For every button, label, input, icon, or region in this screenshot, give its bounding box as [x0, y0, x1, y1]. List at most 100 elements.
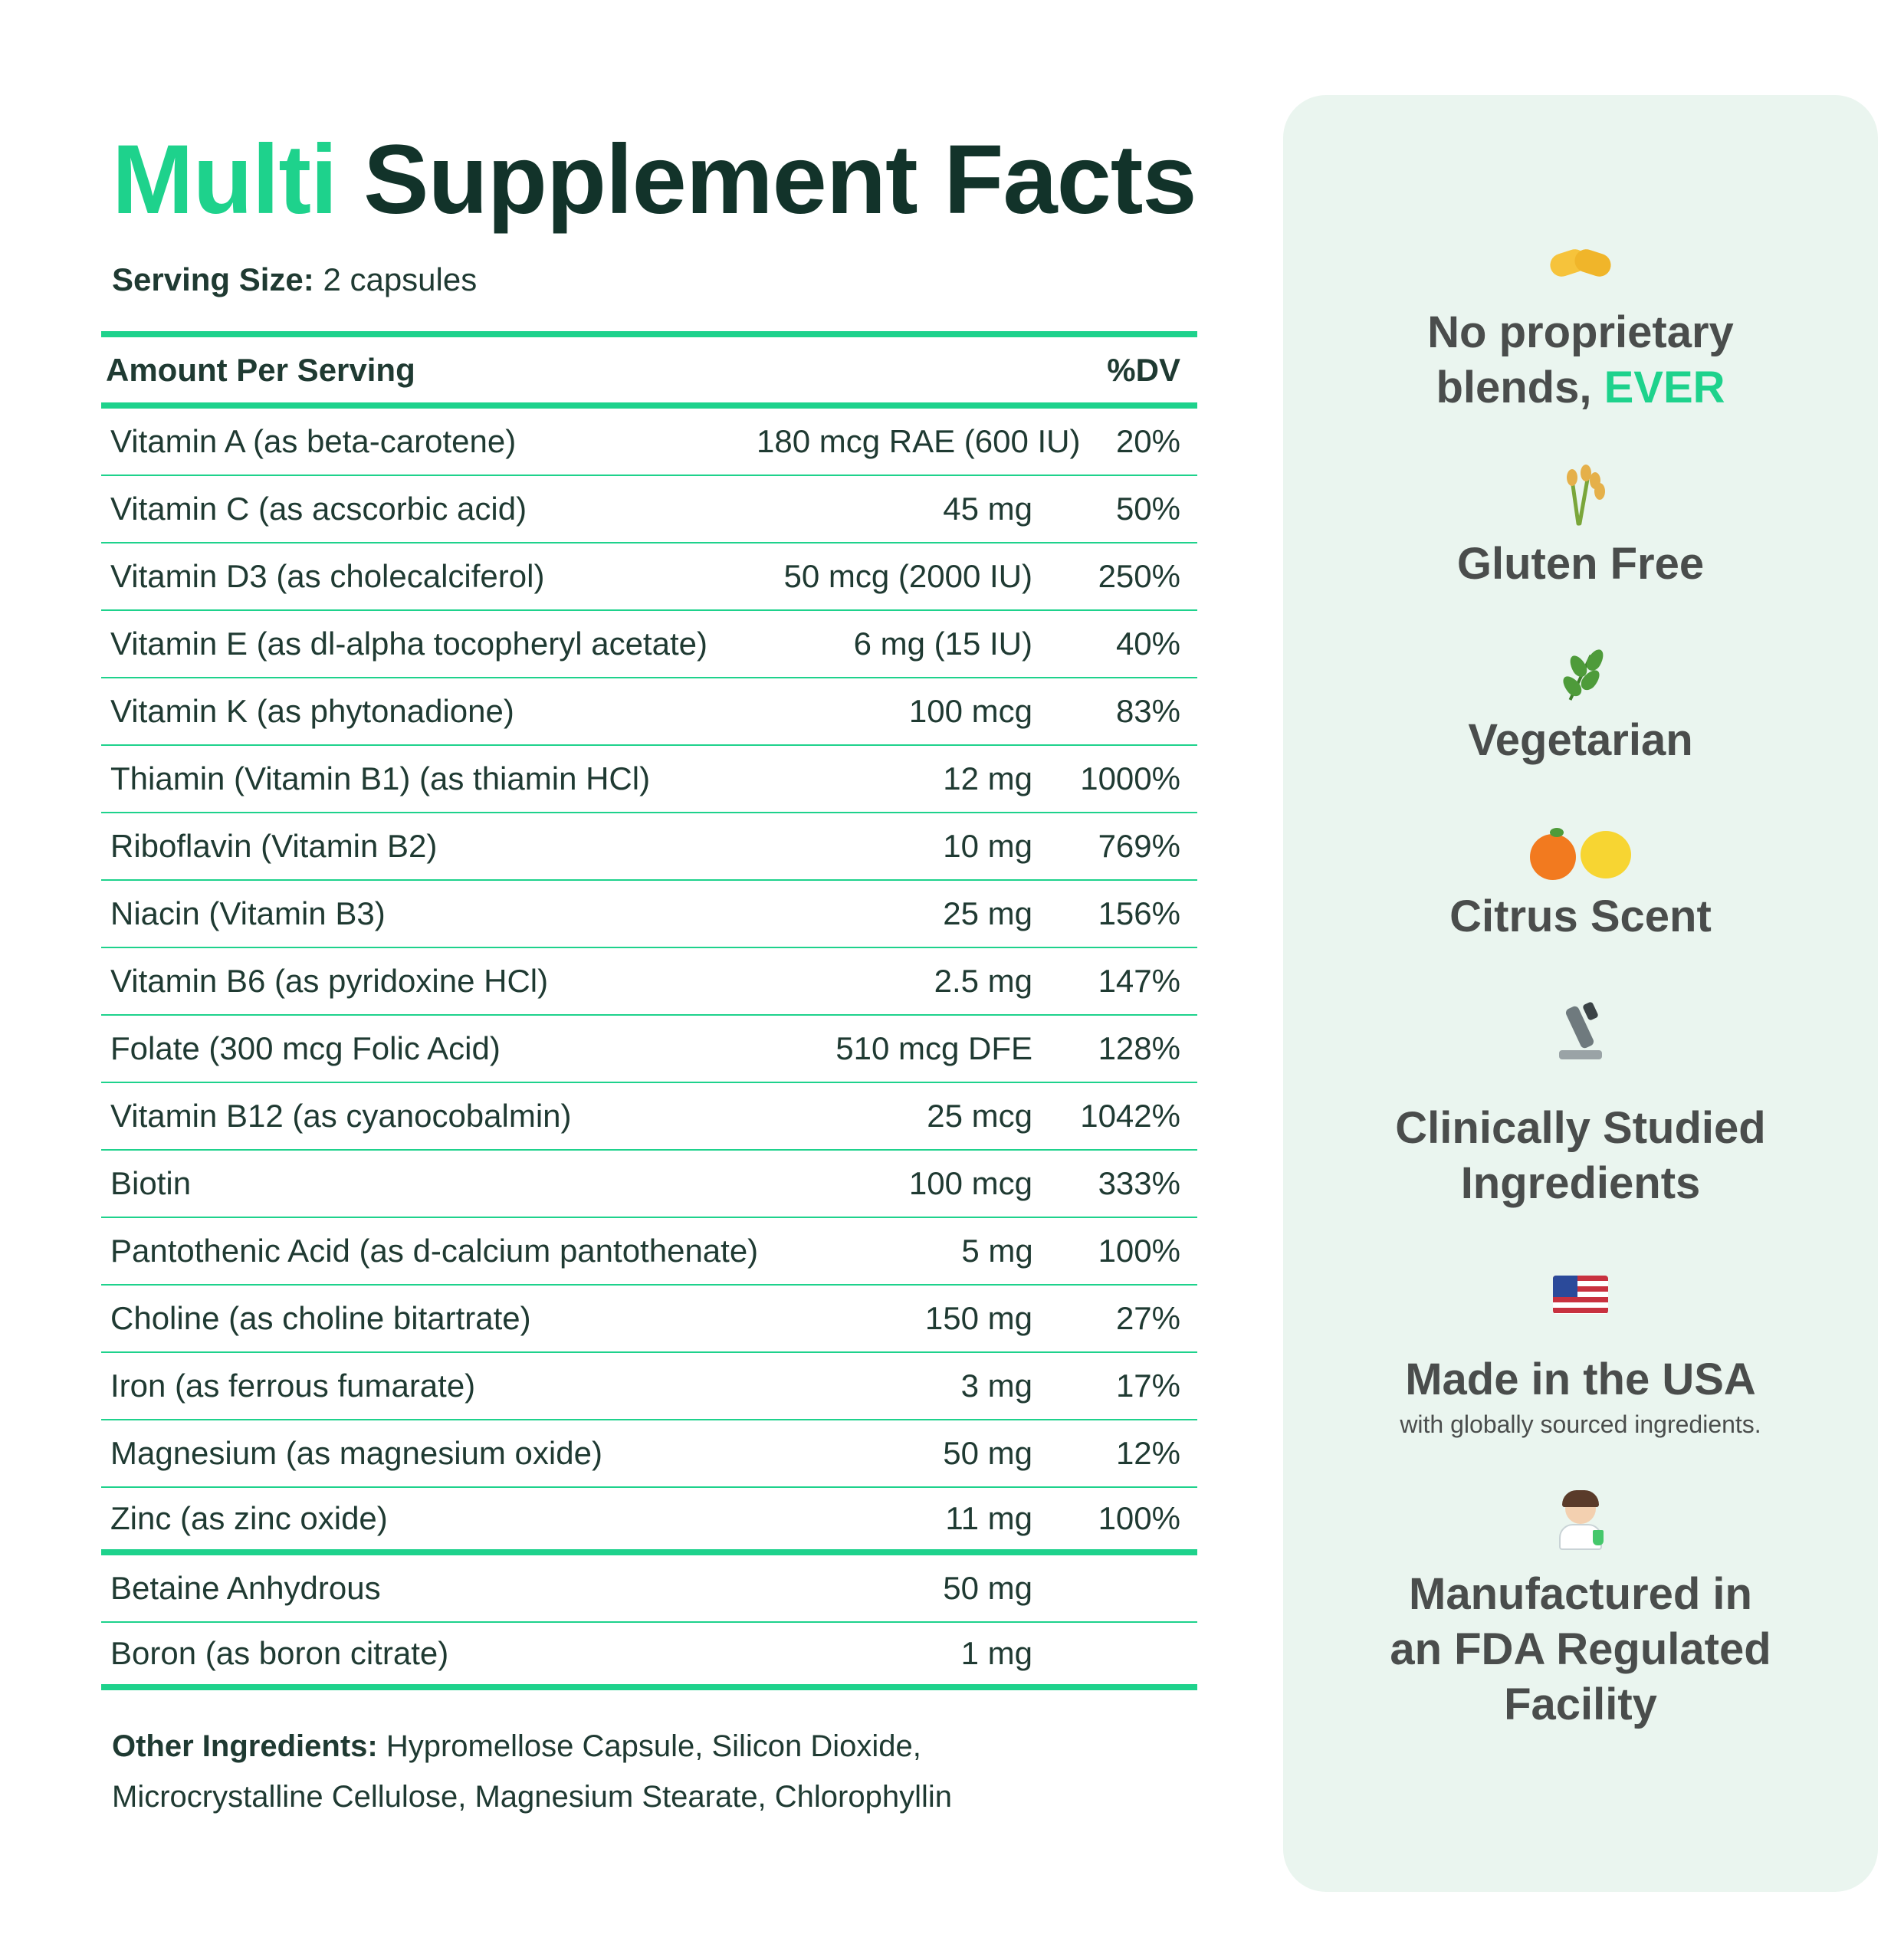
table-row: Betaine Anhydrous 50 mg [101, 1555, 1197, 1623]
page-title: Multi Supplement Facts [112, 123, 1197, 238]
row-amount: 25 mcg [927, 1098, 1032, 1134]
other-ingredients-label: Other Ingredients: [112, 1729, 378, 1763]
citrus-icon [1519, 823, 1642, 885]
table-row: Vitamin B6 (as pyridoxine HCl) 2.5 mg 147% [101, 948, 1197, 1016]
badge-citrus-scent: Citrus Scent [1283, 823, 1878, 944]
table-row: Thiamin (Vitamin B1) (as thiamin HCl) 12 … [101, 746, 1197, 813]
badge-proprietary-line1: No proprietary [1427, 307, 1734, 357]
badge-vegetarian: Vegetarian [1283, 644, 1878, 768]
row-amount: 25 mg [943, 895, 1032, 931]
badge-usa-sub: with globally sourced ingredients. [1400, 1410, 1761, 1438]
row-dv: 156% [1098, 895, 1180, 931]
header-amount-per-serving: Amount Per Serving [106, 351, 415, 388]
facts-table: Amount Per Serving %DV Vitamin A (as bet… [101, 331, 1197, 1690]
badge-proprietary-line2: blends, EVER [1283, 360, 1878, 415]
row-name: Folate (300 mcg Folic Acid) [110, 1030, 501, 1066]
badge-proprietary-prefix: blends, [1436, 363, 1592, 412]
row-dv: 12% [1115, 1435, 1180, 1471]
row-amount: 12 mg [943, 760, 1032, 796]
badge-fda-line2: an FDA Regulated [1390, 1624, 1771, 1674]
row-dv: 50% [1115, 491, 1180, 527]
wheat-icon [1550, 465, 1611, 527]
badge-citrus-label: Citrus Scent [1449, 892, 1712, 941]
badge-no-proprietary-blends: No proprietary blends, EVER [1283, 241, 1878, 415]
badge-fda-regulated: Manufactured in an FDA Regulated Facilit… [1283, 1490, 1878, 1732]
row-name: Zinc (as zinc oxide) [110, 1500, 388, 1536]
badge-usa-label: Made in the USA [1405, 1355, 1756, 1404]
table-row: Niacin (Vitamin B3) 25 mg 156% [101, 881, 1197, 948]
herb-icon [1550, 644, 1611, 705]
row-name: Iron (as ferrous fumarate) [110, 1368, 476, 1404]
row-dv: 27% [1115, 1300, 1180, 1336]
badge-fda-line1: Manufactured in [1409, 1569, 1752, 1619]
row-dv: 1042% [1080, 1098, 1180, 1134]
table-row: Iron (as ferrous fumarate) 3 mg 17% [101, 1353, 1197, 1420]
row-amount: 2.5 mg [934, 963, 1032, 999]
table-row: Folate (300 mcg Folic Acid) 510 mcg DFE 12… [101, 1016, 1197, 1083]
table-row: Boron (as boron citrate) 1 mg [101, 1623, 1197, 1690]
row-name: Niacin (Vitamin B3) [110, 895, 386, 931]
row-amount: 10 mg [943, 828, 1032, 864]
row-name: Vitamin B12 (as cyanocobalmin) [110, 1098, 572, 1134]
row-amount: 11 mg [945, 1500, 1032, 1536]
row-amount: 50 mcg (2000 IU) [783, 558, 1032, 594]
table-row: Vitamin C (as acscorbic acid) 45 mg 50% [101, 476, 1197, 543]
badge-gluten-free: Gluten Free [1283, 465, 1878, 592]
row-name: Vitamin D3 (as cholecalciferol) [110, 558, 545, 594]
table-row: Biotin 100 mcg 333% [101, 1151, 1197, 1218]
row-dv: 1000% [1080, 760, 1180, 796]
row-name: Biotin [110, 1165, 192, 1201]
row-dv: 83% [1115, 693, 1180, 729]
table-header: Amount Per Serving %DV [101, 337, 1197, 409]
badge-clinical-line2: Ingredients [1460, 1158, 1701, 1208]
title-rest: Supplement Facts [363, 125, 1197, 235]
table-row: Magnesium (as magnesium oxide) 50 mg 12% [101, 1420, 1197, 1488]
table-row: Vitamin K (as phytonadione) 100 mcg 83% [101, 678, 1197, 746]
table-row: Vitamin A (as beta-carotene) 180 mcg RAE … [101, 409, 1197, 476]
row-dv: 17% [1115, 1368, 1180, 1404]
badge-clinical-line1: Clinically Studied [1395, 1103, 1766, 1153]
row-name: Pantothenic Acid (as d-calcium pantothen… [110, 1233, 759, 1269]
row-name: Vitamin A (as beta-carotene) [110, 423, 517, 459]
table-row: Riboflavin (Vitamin B2) 10 mg 769% [101, 813, 1197, 881]
features-panel: No proprietary blends, EVER Gluten Free … [1283, 95, 1878, 1892]
row-amount: 100 mcg [908, 693, 1032, 729]
row-amount: 180 mcg RAE (600 IU) [757, 423, 1081, 459]
table-row: Vitamin B12 (as cyanocobalmin) 25 mcg 1042… [101, 1083, 1197, 1151]
row-name: Choline (as choline bitartrate) [110, 1300, 531, 1336]
table-row: Pantothenic Acid (as d-calcium pantothen… [101, 1218, 1197, 1286]
serving-label: Serving Size: [112, 261, 314, 297]
title-accent: Multi [112, 125, 338, 235]
badge-vegetarian-label: Vegetarian [1468, 715, 1693, 765]
badge-clinically-studied: Clinically Studied Ingredients [1283, 1000, 1878, 1211]
badge-made-in-usa: Made in the USA with globally sourced in… [1283, 1268, 1878, 1441]
row-dv: 20% [1115, 423, 1180, 459]
row-amount: 3 mg [960, 1368, 1032, 1404]
badge-proprietary-accent: EVER [1604, 363, 1725, 412]
badge-fda-line3: Facility [1504, 1680, 1657, 1729]
serving-size: Serving Size: 2 capsules [112, 259, 1197, 300]
table-row: Vitamin D3 (as cholecalciferol) 50 mcg (2… [101, 543, 1197, 611]
row-name: Thiamin (Vitamin B1) (as thiamin HCl) [110, 760, 651, 796]
row-amount: 50 mg [943, 1570, 1032, 1606]
row-dv: 147% [1098, 963, 1180, 999]
row-dv: 333% [1098, 1165, 1180, 1201]
header-dv: %DV [1107, 351, 1180, 388]
serving-value: 2 capsules [323, 261, 478, 297]
row-amount: 510 mcg DFE [835, 1030, 1032, 1066]
row-name: Vitamin K (as phytonadione) [110, 693, 514, 729]
row-amount: 5 mg [961, 1233, 1033, 1269]
row-name: Betaine Anhydrous [110, 1570, 381, 1606]
us-flag-icon [1553, 1276, 1608, 1314]
row-name: Riboflavin (Vitamin B2) [110, 828, 438, 864]
table-row: Choline (as choline bitartrate) 150 mg 27% [101, 1286, 1197, 1353]
row-name: Vitamin C (as acscorbic acid) [110, 491, 527, 527]
table-row: Vitamin E (as dl-alpha tocopheryl acetat… [101, 611, 1197, 678]
table-row: Zinc (as zinc oxide) 11 mg 100% [101, 1488, 1197, 1555]
scientist-icon [1550, 1490, 1611, 1552]
other-ingredients: Other Ingredients: Hypromellose Capsule,… [112, 1721, 1108, 1822]
handshake-icon [1547, 241, 1614, 287]
row-amount: 1 mg [960, 1635, 1032, 1671]
row-dv: 100% [1098, 1500, 1180, 1536]
other-ingredients-value: Hypromellose Capsule, Silicon Dioxide, M… [112, 1729, 953, 1814]
